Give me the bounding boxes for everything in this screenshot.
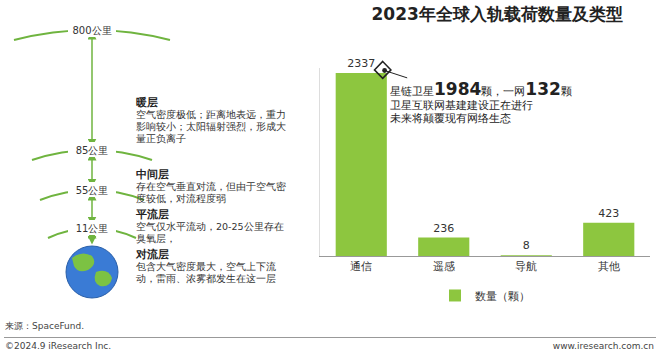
html-text:www.iresearch.com.cn: www.iresearch.com.cn bbox=[552, 341, 654, 351]
svg-text:通信: 通信 bbox=[350, 260, 372, 273]
html-text:平流层: 平流层 bbox=[136, 208, 169, 220]
svg-text:800公里: 800公里 bbox=[72, 25, 111, 36]
svg-text:2023年全球入轨载荷数量及类型: 2023年全球入轨载荷数量及类型 bbox=[372, 4, 623, 24]
svg-text:55公里: 55公里 bbox=[76, 185, 109, 196]
svg-text:85公里: 85公里 bbox=[76, 145, 109, 156]
html-text:空气密度极低；距离地表远，重力影响较小；太阳辐射强烈，形成大: 空气密度极低；距离地表远，重力影响较小；太阳辐射强烈，形成大量正负离子 bbox=[136, 109, 286, 144]
svg-text:423: 423 bbox=[598, 207, 619, 220]
html-text:对流层: 对流层 bbox=[136, 248, 169, 260]
svg-text:导航: 导航 bbox=[515, 260, 537, 273]
svg-text:2337: 2337 bbox=[347, 57, 375, 70]
svg-text:236: 236 bbox=[433, 222, 454, 235]
svg-text:其他: 其他 bbox=[598, 260, 620, 273]
html-text:空气仅水平流动，20-25公里存在臭氧层，: 空气仅水平流动，20-25公里存在臭氧层， bbox=[136, 221, 284, 244]
html-text:来源：SpaceFund.: 来源：SpaceFund. bbox=[5, 321, 85, 331]
html-text:暖层: 暖层 bbox=[136, 96, 158, 108]
html-text:©2024.9 iResearch Inc.: ©2024.9 iResearch Inc. bbox=[5, 341, 112, 351]
html-text:包含大气密度最大，空气上下流动，雷雨、浓雾都发生在这一层: 包含大气密度最大，空气上下流动，雷雨、浓雾都发生在这一层 bbox=[136, 261, 276, 284]
svg-text:星链卫星1984颗，一网132颗卫星互联网基建建设正在进行未: 星链卫星1984颗，一网132颗卫星互联网基建建设正在进行未来将颠覆现有网络生态 bbox=[390, 79, 572, 124]
html-text:存在空气垂直对流，但由于空气密度较低，对流程度弱: 存在空气垂直对流，但由于空气密度较低，对流程度弱 bbox=[136, 181, 286, 204]
html-text:中间层: 中间层 bbox=[136, 168, 169, 180]
svg-text:8: 8 bbox=[523, 239, 530, 252]
svg-text:数量（颗）: 数量（颗） bbox=[475, 290, 530, 303]
svg-text:11公里: 11公里 bbox=[76, 223, 109, 234]
svg-text:遥感: 遥感 bbox=[433, 260, 455, 273]
